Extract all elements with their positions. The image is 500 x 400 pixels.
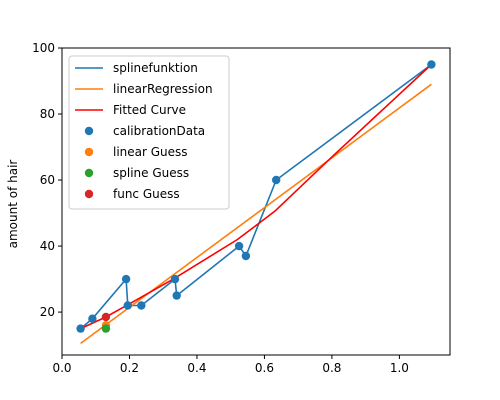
series-line-2 bbox=[80, 63, 432, 330]
data-point-3-1 bbox=[88, 314, 97, 323]
legend-swatch-6 bbox=[84, 189, 94, 199]
data-point-3-2 bbox=[121, 274, 131, 284]
x-tick-label-0: 0.0 bbox=[52, 361, 71, 375]
y-tick-label-0: 20 bbox=[40, 305, 55, 319]
data-point-6-0 bbox=[101, 312, 111, 322]
y-tick-label-4: 100 bbox=[32, 41, 55, 55]
x-tick-label-3: 0.6 bbox=[255, 361, 274, 375]
x-tick-label-2: 0.4 bbox=[187, 361, 206, 375]
legend-label-6: func Guess bbox=[113, 187, 180, 201]
data-point-3-9 bbox=[272, 175, 281, 185]
y-tick-label-1: 40 bbox=[40, 239, 55, 253]
data-point-5-0 bbox=[101, 324, 111, 333]
legend-label-1: linearRegression bbox=[113, 82, 213, 96]
plot-area bbox=[76, 60, 436, 345]
data-point-3-10 bbox=[427, 60, 436, 69]
legend-box bbox=[68, 55, 230, 210]
data-point-3-3 bbox=[123, 301, 132, 310]
legend-swatch-5 bbox=[84, 168, 94, 178]
plot-frame bbox=[61, 47, 451, 356]
y-tick-label-3: 80 bbox=[40, 107, 55, 121]
data-point-3-0 bbox=[76, 324, 85, 333]
y-tick-label-2: 60 bbox=[40, 173, 55, 187]
x-tick-label-5: 1.0 bbox=[390, 361, 409, 375]
legend-label-4: linear Guess bbox=[113, 145, 188, 159]
series-line-1 bbox=[80, 83, 432, 345]
x-tick-label-4: 0.8 bbox=[322, 361, 341, 375]
data-point-3-5 bbox=[170, 274, 180, 284]
legend-swatch-3 bbox=[84, 126, 94, 136]
data-point-3-6 bbox=[172, 291, 181, 300]
y-axis-label: amount of hair bbox=[6, 160, 20, 249]
x-tick-label-1: 0.2 bbox=[120, 361, 139, 375]
legend-label-2: Fitted Curve bbox=[113, 103, 186, 117]
axes: 0.0 0.2 0.4 0.6 0.8 1.0 20 40 60 80 100 bbox=[32, 41, 451, 375]
legend: splinefunktion linearRegression Fitted Cur… bbox=[68, 55, 230, 210]
legend-label-3: calibrationData bbox=[113, 124, 205, 138]
legend-label-0: splinefunktion bbox=[113, 61, 198, 75]
legend-swatch-4 bbox=[84, 147, 94, 157]
data-point-3-4 bbox=[137, 301, 146, 310]
data-point-3-7 bbox=[234, 241, 244, 251]
legend-label-5: spline Guess bbox=[113, 166, 189, 180]
data-point-3-8 bbox=[241, 251, 251, 261]
